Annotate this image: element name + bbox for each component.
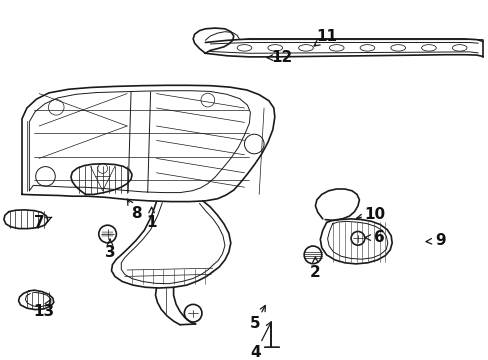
Text: 10: 10 — [363, 207, 385, 222]
Text: 9: 9 — [434, 233, 445, 248]
Text: 11: 11 — [316, 29, 337, 44]
Text: 6: 6 — [373, 230, 384, 245]
Text: 7: 7 — [34, 215, 44, 230]
Text: 8: 8 — [130, 206, 141, 221]
Text: 12: 12 — [271, 50, 292, 65]
Text: 4: 4 — [250, 345, 260, 360]
Text: 13: 13 — [34, 304, 55, 319]
Text: 3: 3 — [104, 245, 115, 260]
Text: 5: 5 — [249, 316, 260, 331]
Text: 2: 2 — [309, 265, 320, 280]
Text: 1: 1 — [146, 215, 157, 230]
